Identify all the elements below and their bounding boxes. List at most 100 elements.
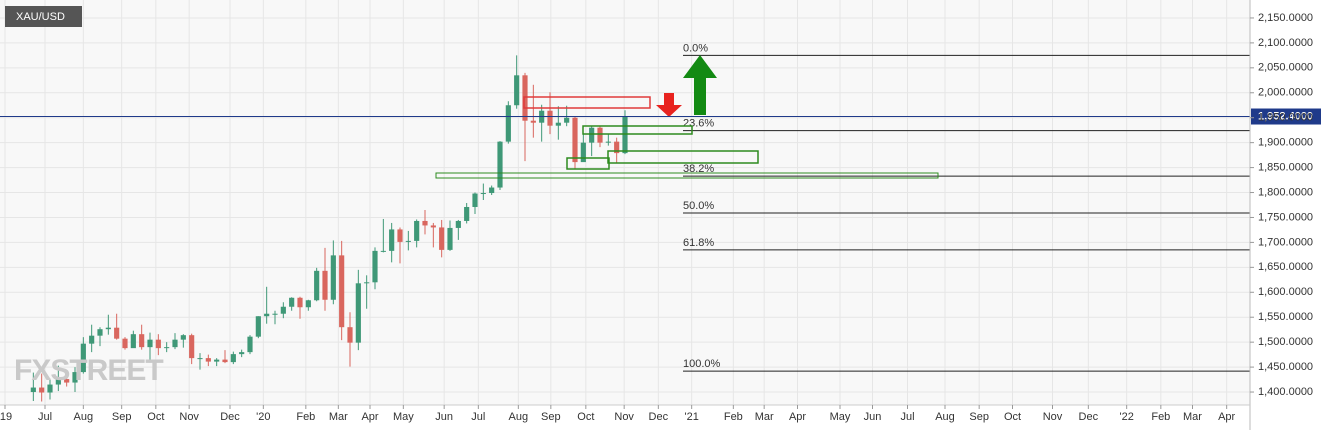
x-tick-label: Mar <box>755 411 774 423</box>
candle-body <box>80 343 86 373</box>
x-tick-label: Dec <box>1079 411 1099 423</box>
x-tick-label: Mar <box>1183 411 1202 423</box>
last-price-badge <box>1251 108 1321 125</box>
y-tick-label: 2,050.0000 <box>1258 62 1313 74</box>
candle-body <box>339 255 345 328</box>
candle-body <box>330 255 336 300</box>
candle-body <box>422 220 428 226</box>
symbol-badge <box>5 6 82 27</box>
candle-body <box>364 282 370 284</box>
candle-body <box>39 387 45 393</box>
candle-body <box>97 329 103 336</box>
candle-body <box>547 110 553 126</box>
candle-body <box>230 354 236 363</box>
candle-body <box>105 327 111 330</box>
candle-body <box>222 359 228 363</box>
up-arrow <box>683 55 717 115</box>
candle-body <box>439 227 445 250</box>
x-tick-label: Aug <box>509 411 529 423</box>
watermark: FXSTREET <box>14 354 163 387</box>
candle-body <box>347 327 353 343</box>
candle-body <box>155 339 161 349</box>
x-tick-label: Sep <box>112 411 132 423</box>
y-tick-label: 1,500.0000 <box>1258 336 1313 348</box>
x-tick-label: Aug <box>74 411 94 423</box>
candle-body <box>314 270 320 301</box>
candle-body <box>305 300 311 308</box>
candle-body <box>514 75 520 106</box>
candle-body <box>622 116 628 154</box>
candle-body <box>472 193 478 207</box>
x-tick-label: Oct <box>577 411 594 423</box>
candle-body <box>164 347 170 349</box>
candle-body <box>47 384 53 393</box>
candle-body <box>55 379 61 385</box>
support-box <box>582 125 693 135</box>
candle-body <box>272 313 278 315</box>
fib-label: 38.2% <box>683 163 714 175</box>
candle-body <box>297 297 303 308</box>
candle-body <box>355 283 361 343</box>
candle-body <box>580 142 586 163</box>
y-tick-label: 1,650.0000 <box>1258 261 1313 273</box>
candle-body <box>30 387 36 393</box>
fib-levels: 0.0% 23.6% 38.2% 50.0% 61.8% 100.0% <box>683 42 1250 372</box>
x-tick-label: May <box>830 411 851 423</box>
x-tick-label: Jul <box>900 411 914 423</box>
candle-body <box>564 117 570 123</box>
support-box <box>607 150 759 164</box>
y-tick-label: 1,850.0000 <box>1258 161 1313 173</box>
candle-body <box>572 117 578 163</box>
candle-body <box>197 358 203 360</box>
plot-background <box>0 0 1250 405</box>
x-tick-label: '22 <box>1119 411 1133 423</box>
x-tick-label: Nov <box>614 411 634 423</box>
x-tick-label: Oct <box>147 411 164 423</box>
candle-body <box>289 297 295 307</box>
candle-body <box>239 352 245 355</box>
fib-label: 23.6% <box>683 118 714 130</box>
x-tick-label: May <box>393 411 414 423</box>
candle-body <box>280 306 286 314</box>
candle-body <box>139 334 145 348</box>
candle-body <box>380 250 386 252</box>
candle-body <box>522 75 528 121</box>
resistance-box <box>523 96 651 109</box>
x-tick-label: Oct <box>1004 411 1021 423</box>
candle-body <box>130 334 136 349</box>
fib-label: 100.0% <box>683 358 721 370</box>
x-tick-label: Sep <box>969 411 989 423</box>
candle-body <box>247 336 253 353</box>
candle-body <box>172 339 178 348</box>
y-tick-label: 2,100.0000 <box>1258 37 1313 49</box>
x-tick-label: Dec <box>649 411 669 423</box>
candle-body <box>447 227 453 250</box>
fib-label: 61.8% <box>683 237 714 249</box>
y-tick-label: 1,400.0000 <box>1258 386 1313 398</box>
candle-body <box>430 225 436 228</box>
candle-body <box>497 141 503 188</box>
y-tick-label: 2,150.0000 <box>1258 12 1313 24</box>
y-tick-label: 1,950.0000 <box>1258 112 1313 124</box>
x-tick-label: Sep <box>541 411 561 423</box>
drawings <box>435 55 939 179</box>
x-tick-label: Feb <box>724 411 743 423</box>
axes: 1,400.0000 1,450.0000 1,500.0000 1,550.0000… <box>0 12 1313 423</box>
x-tick-label: Dec <box>220 411 240 423</box>
support-zone <box>435 172 939 179</box>
x-tick-label: Jun <box>864 411 882 423</box>
candle-body <box>464 206 470 221</box>
candle-body <box>397 229 403 242</box>
candle-body <box>189 335 195 359</box>
x-tick-label: '20 <box>256 411 270 423</box>
candle-body <box>389 229 395 251</box>
x-tick-label: Nov <box>1043 411 1063 423</box>
x-tick-label: Apr <box>1218 411 1235 423</box>
chart-title: XAU/USD <box>16 11 65 23</box>
candle-body <box>180 335 186 340</box>
candle-body <box>372 250 378 283</box>
y-tick-label: 2,000.0000 <box>1258 87 1313 99</box>
candle-body <box>480 193 486 195</box>
x-tick-label: '19 <box>0 411 12 423</box>
